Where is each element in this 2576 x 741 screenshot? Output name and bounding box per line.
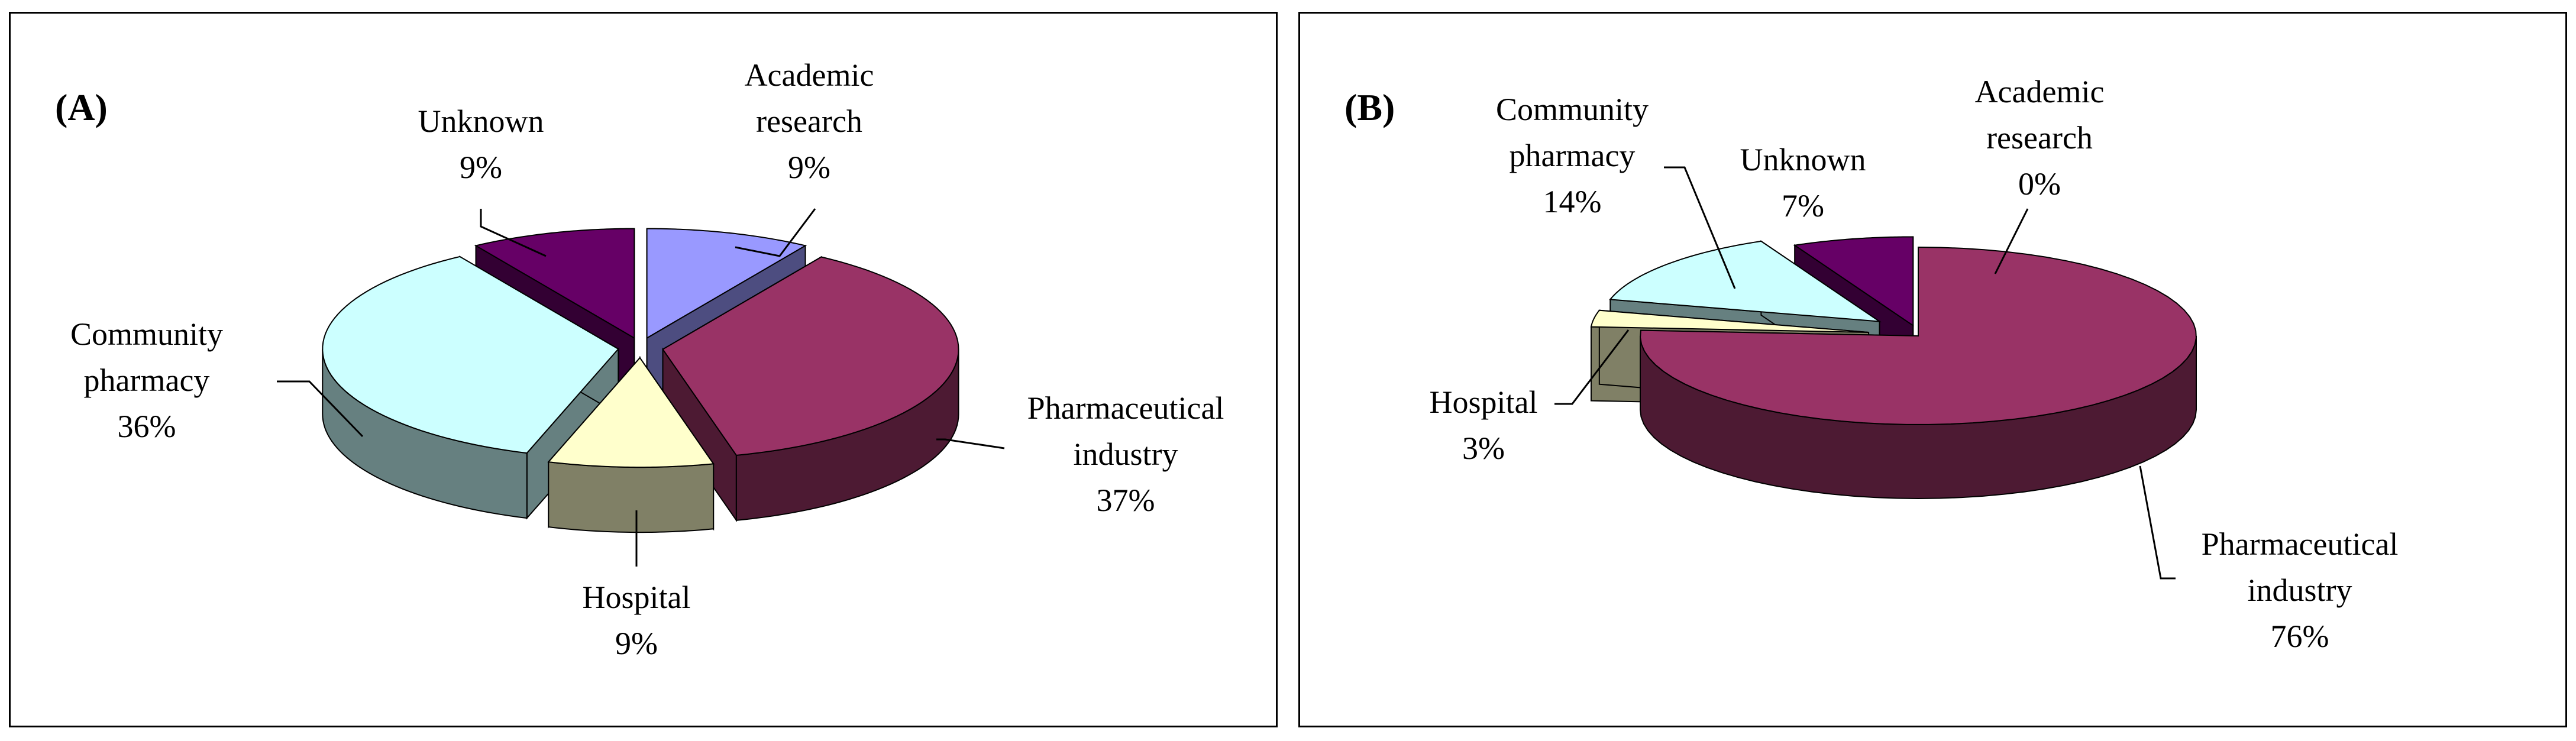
leader-line-hospital [1554,329,1630,405]
slice-label-pharmaceutical-industry: Pharmaceutical industry 76% [2202,526,2399,654]
chart-panel-a: (A) Academic research 9% Pharmaceutical indus… [9,12,1278,727]
pie-chart-b: (B) Academic research 0% Pharmaceutical indus… [1344,74,2399,654]
leader-line-pharmaceutical-industry [936,438,1005,449]
leader-line-academic-research [1994,208,2029,274]
leader-line-community-pharmacy [277,380,364,438]
pie-slice-pharmaceutical-industry [662,255,959,523]
slice-label-hospital: Hospital 3% [1430,384,1538,466]
slice-label-pharmaceutical-industry: Pharmaceutical industry 37% [1027,390,1224,518]
panel-label: (A) [55,86,108,128]
leader-line-community-pharmacy [1664,166,1736,289]
pie-slice-pharmaceutical-industry [1640,246,2197,500]
pie-slice-hospital [547,355,715,533]
slice-label-unknown: Unknown 9% [418,103,544,185]
slice-label-hospital: Hospital 9% [583,580,691,661]
slice-label-academic-research: Academic research 9% [745,57,874,185]
slice-label-community-pharmacy: Community pharmacy 36% [70,316,223,444]
slice-label-community-pharmacy: Community pharmacy 14% [1496,92,1649,219]
slice-label-unknown: Unknown 7% [1740,142,1866,224]
leader-line-unknown [480,209,547,257]
chart-panel-b: (B) Academic research 0% Pharmaceutical indus… [1298,12,2567,727]
slice-label-academic-research: Academic research 0% [1975,74,2105,202]
pie-chart-a: (A) Academic research 9% Pharmaceutical indus… [55,57,1224,661]
panel-label: (B) [1344,86,1395,128]
leader-line-pharmaceutical-industry [2139,465,2176,580]
leader-line-academic-research [735,208,816,257]
